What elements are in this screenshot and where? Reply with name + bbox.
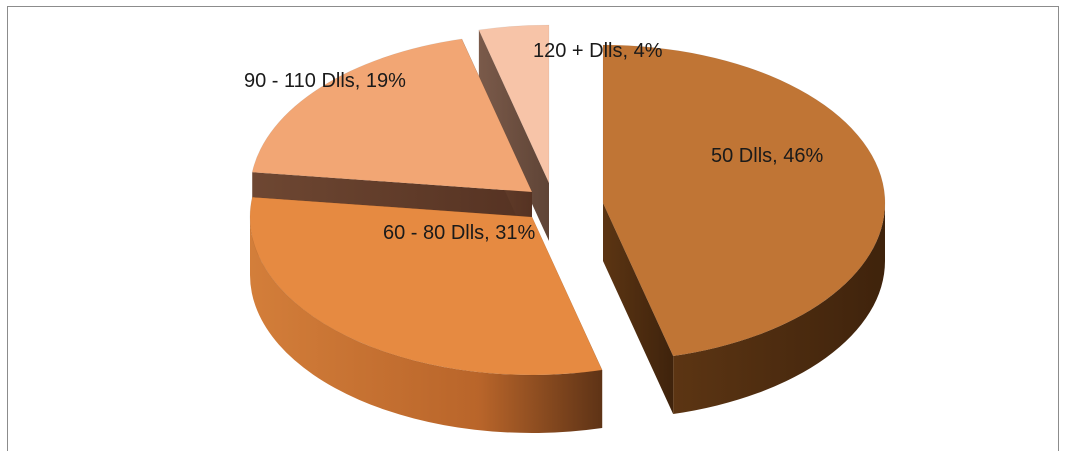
pie-slice-top [478, 24, 550, 184]
pie-slice-top [602, 44, 886, 357]
pie-slice-side [673, 203, 885, 415]
pie-slice-50-dlls [602, 44, 886, 415]
pie-slice-top [251, 38, 533, 193]
pie-slice-side [250, 217, 603, 433]
pie-chart: 50 Dlls, 46% 60 - 80 Dlls, 31% 90 - 110 Dl… [244, 24, 886, 433]
data-label-50-dlls: 50 Dlls, 46% [711, 145, 823, 167]
pie-slice-top [249, 196, 603, 376]
data-label-120-dlls: 120 + Dlls, 4% [533, 40, 663, 62]
pie-slice-60-80-dlls [249, 196, 603, 433]
chart-frame: 50 Dlls, 46% 60 - 80 Dlls, 31% 90 - 110 Dl… [7, 6, 1059, 451]
pie-slice-wall-end [603, 203, 674, 415]
data-label-90-110-dlls: 90 - 110 Dlls, 19% [244, 70, 406, 92]
pie-slice-120-dlls [478, 24, 550, 241]
pie-slice-wall-start [478, 29, 549, 241]
data-label-60-80-dlls: 60 - 80 Dlls, 31% [383, 222, 536, 244]
